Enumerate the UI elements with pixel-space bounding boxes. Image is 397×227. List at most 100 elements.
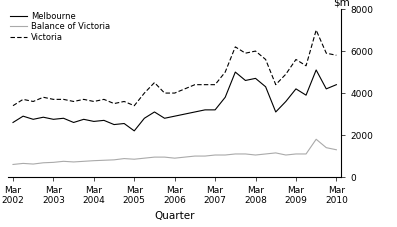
Victoria bbox=[142, 92, 147, 94]
Balance of Victoria bbox=[122, 157, 127, 160]
Melbourne bbox=[142, 117, 147, 120]
Melbourne bbox=[223, 96, 227, 99]
Balance of Victoria bbox=[304, 153, 308, 155]
Melbourne bbox=[81, 118, 86, 121]
Victoria bbox=[233, 45, 238, 48]
Balance of Victoria bbox=[324, 146, 329, 149]
Melbourne bbox=[71, 121, 76, 124]
Melbourne bbox=[61, 117, 66, 120]
Line: Balance of Victoria: Balance of Victoria bbox=[13, 139, 336, 164]
Melbourne bbox=[193, 111, 197, 113]
Melbourne bbox=[263, 85, 268, 88]
Victoria bbox=[21, 98, 25, 101]
Melbourne bbox=[41, 116, 46, 118]
Victoria bbox=[61, 98, 66, 101]
Victoria bbox=[223, 71, 227, 74]
Balance of Victoria bbox=[172, 157, 177, 160]
Balance of Victoria bbox=[142, 157, 147, 160]
Balance of Victoria bbox=[11, 163, 15, 166]
Melbourne bbox=[162, 117, 167, 120]
Melbourne bbox=[91, 120, 96, 123]
Balance of Victoria bbox=[81, 160, 86, 163]
Victoria bbox=[152, 81, 157, 84]
Balance of Victoria bbox=[293, 153, 298, 155]
Victoria bbox=[162, 92, 167, 94]
Victoria bbox=[132, 104, 137, 107]
Balance of Victoria bbox=[102, 159, 106, 162]
Balance of Victoria bbox=[91, 159, 96, 162]
Melbourne bbox=[293, 88, 298, 90]
Balance of Victoria bbox=[334, 148, 339, 151]
Victoria bbox=[71, 100, 76, 103]
Victoria bbox=[304, 64, 308, 67]
Victoria bbox=[81, 98, 86, 101]
Line: Victoria: Victoria bbox=[13, 30, 336, 106]
Melbourne bbox=[304, 94, 308, 96]
Balance of Victoria bbox=[274, 152, 278, 154]
Victoria bbox=[41, 96, 46, 99]
Victoria bbox=[182, 88, 187, 90]
Legend: Melbourne, Balance of Victoria, Victoria: Melbourne, Balance of Victoria, Victoria bbox=[10, 11, 111, 43]
Victoria bbox=[324, 52, 329, 54]
Melbourne bbox=[324, 88, 329, 90]
Melbourne bbox=[233, 71, 238, 74]
Melbourne bbox=[51, 118, 56, 121]
Melbourne bbox=[21, 115, 25, 118]
Balance of Victoria bbox=[152, 156, 157, 158]
Balance of Victoria bbox=[61, 160, 66, 163]
Melbourne bbox=[132, 129, 137, 132]
Victoria bbox=[283, 73, 288, 76]
Balance of Victoria bbox=[202, 155, 207, 158]
Victoria bbox=[193, 83, 197, 86]
Melbourne bbox=[182, 113, 187, 115]
Balance of Victoria bbox=[253, 154, 258, 156]
Victoria bbox=[253, 50, 258, 52]
Victoria bbox=[274, 83, 278, 86]
Victoria bbox=[334, 54, 339, 57]
Victoria bbox=[51, 98, 56, 101]
Melbourne bbox=[202, 109, 207, 111]
Balance of Victoria bbox=[112, 158, 116, 161]
Balance of Victoria bbox=[243, 153, 248, 155]
Melbourne bbox=[274, 111, 278, 113]
Victoria bbox=[202, 83, 207, 86]
Victoria bbox=[91, 100, 96, 103]
Balance of Victoria bbox=[283, 154, 288, 156]
Balance of Victoria bbox=[21, 162, 25, 165]
Melbourne bbox=[172, 115, 177, 118]
Victoria bbox=[293, 58, 298, 61]
X-axis label: Quarter: Quarter bbox=[154, 211, 195, 221]
Victoria bbox=[112, 102, 116, 105]
Victoria bbox=[172, 92, 177, 94]
Balance of Victoria bbox=[213, 154, 218, 156]
Melbourne bbox=[112, 123, 116, 126]
Melbourne bbox=[253, 77, 258, 80]
Melbourne bbox=[11, 121, 15, 124]
Balance of Victoria bbox=[233, 153, 238, 155]
Balance of Victoria bbox=[314, 138, 318, 141]
Victoria bbox=[243, 52, 248, 54]
Victoria bbox=[11, 104, 15, 107]
Melbourne bbox=[102, 119, 106, 122]
Melbourne bbox=[334, 83, 339, 86]
Balance of Victoria bbox=[193, 155, 197, 158]
Balance of Victoria bbox=[41, 161, 46, 164]
Balance of Victoria bbox=[182, 156, 187, 158]
Line: Melbourne: Melbourne bbox=[13, 70, 336, 131]
Victoria bbox=[314, 29, 318, 31]
Victoria bbox=[122, 100, 127, 103]
Balance of Victoria bbox=[51, 161, 56, 164]
Balance of Victoria bbox=[263, 153, 268, 155]
Balance of Victoria bbox=[71, 160, 76, 163]
Balance of Victoria bbox=[132, 158, 137, 160]
Victoria bbox=[31, 100, 36, 103]
Balance of Victoria bbox=[223, 154, 227, 156]
Melbourne bbox=[213, 109, 218, 111]
Melbourne bbox=[283, 100, 288, 103]
Balance of Victoria bbox=[162, 156, 167, 158]
Victoria bbox=[102, 98, 106, 101]
Melbourne bbox=[243, 79, 248, 82]
Melbourne bbox=[152, 111, 157, 113]
Victoria bbox=[263, 58, 268, 61]
Melbourne bbox=[314, 69, 318, 71]
